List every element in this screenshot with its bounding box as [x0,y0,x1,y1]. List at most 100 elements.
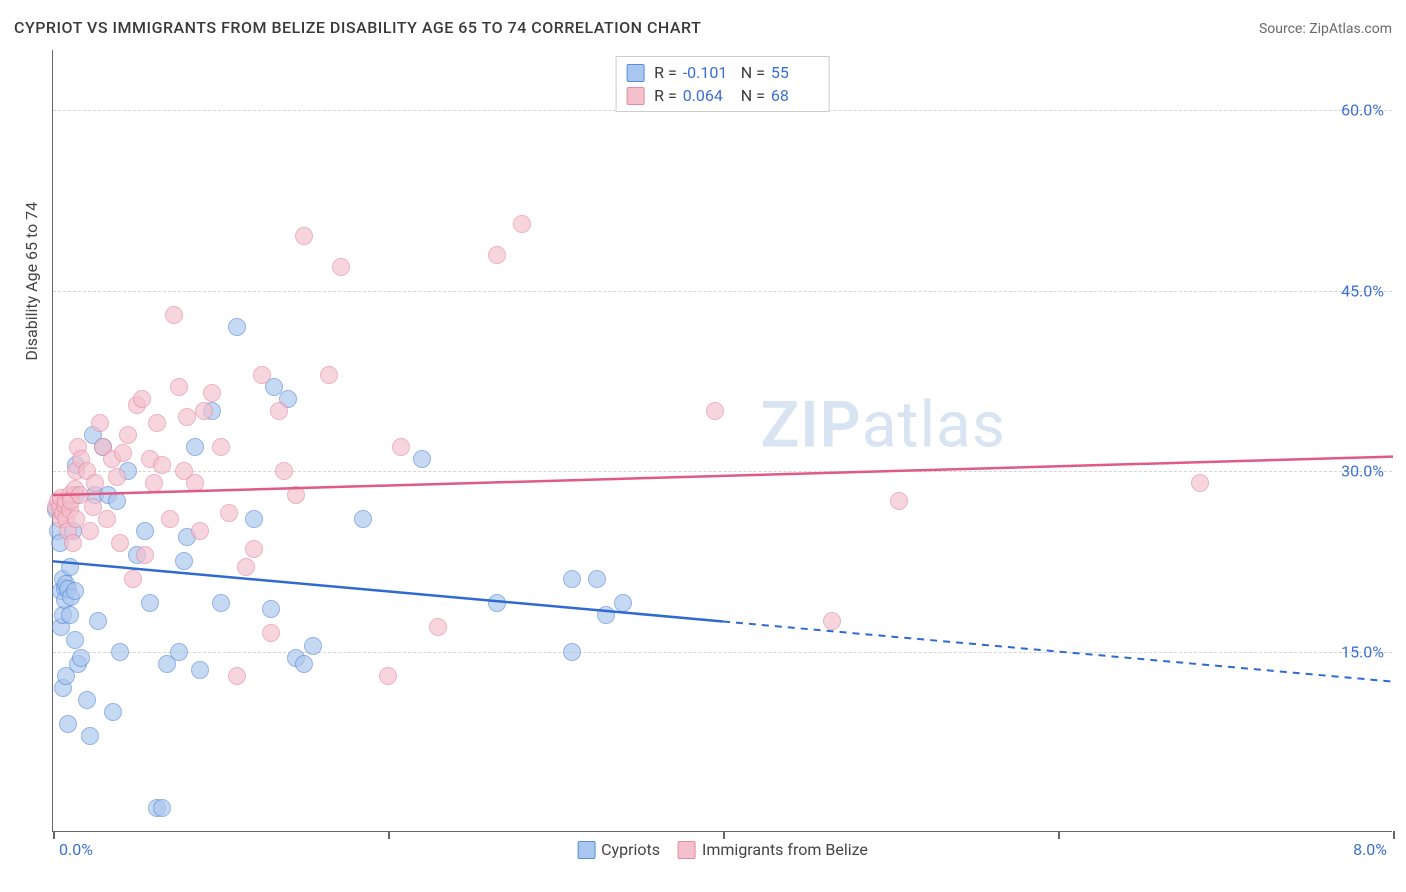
point-cypriots [245,510,263,528]
point-cypriots [614,594,632,612]
point-cypriots [111,643,129,661]
point-belize [237,558,255,576]
point-cypriots [212,594,230,612]
x-tick-mark [1393,831,1395,839]
point-belize [270,402,288,420]
stat-swatch-b [626,87,644,105]
point-belize [245,540,263,558]
point-cypriots [72,649,90,667]
point-belize [133,390,151,408]
point-belize [513,215,531,233]
trend-lines [53,50,1393,832]
x-tick-mark [53,831,55,839]
legend-swatch-a [577,841,595,859]
point-belize [145,474,163,492]
plot-area: ZIPatlas 15.0%30.0%45.0%60.0% 0.0%8.0% R… [52,50,1392,832]
point-belize [228,667,246,685]
point-cypriots [78,691,96,709]
point-belize [392,438,410,456]
point-cypriots [108,492,126,510]
legend-label-b: Immigrants from Belize [702,840,868,859]
chart-header: CYPRIOT VS IMMIGRANTS FROM BELIZE DISABI… [14,18,1392,37]
stat-n-label-0: N = [741,63,765,82]
gridline [53,471,1392,472]
point-belize [161,510,179,528]
point-cypriots [563,643,581,661]
point-cypriots [354,510,372,528]
y-axis-label: Disability Age 65 to 74 [22,202,41,361]
x-tick-mark [388,831,390,839]
point-cypriots [61,558,79,576]
y-tick-label: 15.0% [1341,642,1384,661]
point-belize [178,408,196,426]
point-belize [295,227,313,245]
point-belize [91,414,109,432]
legend-item-a: Cypriots [577,840,660,859]
stat-r-1: 0.064 [683,86,731,105]
watermark-prefix: ZIP [761,387,862,462]
trendline-belize [53,457,1393,495]
point-belize [86,474,104,492]
point-belize [186,474,204,492]
point-cypriots [597,606,615,624]
point-belize [287,486,305,504]
y-tick-label: 60.0% [1341,101,1384,120]
point-cypriots [104,703,122,721]
stat-n-label-1: N = [741,86,765,105]
point-belize [148,414,166,432]
point-belize [379,667,397,685]
point-belize [119,426,137,444]
point-belize [1191,474,1209,492]
legend-swatch-b [678,841,696,859]
point-cypriots [89,612,107,630]
point-cypriots [186,438,204,456]
watermark: ZIPatlas [761,387,1006,462]
point-belize [124,570,142,588]
point-cypriots [153,799,171,817]
point-cypriots [262,600,280,618]
x-tick-label: 0.0% [59,840,93,859]
point-cypriots [59,715,77,733]
point-belize [203,384,221,402]
gridline [53,652,1392,653]
point-belize [275,462,293,480]
point-belize [195,402,213,420]
point-belize [262,624,280,642]
stat-r-label-1: R = [654,86,677,105]
legend-label-a: Cypriots [601,840,660,859]
point-belize [64,534,82,552]
stat-n-0: 55 [771,63,819,82]
stat-row-1: R = 0.064 N = 68 [626,84,819,107]
point-belize [253,366,271,384]
point-belize [488,246,506,264]
stat-box: R = -0.101 N = 55 R = 0.064 N = 68 [615,56,830,112]
x-tick-label: 8.0% [1353,840,1387,859]
point-belize [153,456,171,474]
bottom-legend: Cypriots Immigrants from Belize [577,840,868,859]
point-belize [170,378,188,396]
point-belize [136,546,154,564]
point-belize [706,402,724,420]
point-cypriots [295,655,313,673]
point-belize [114,444,132,462]
point-cypriots [170,643,188,661]
stat-r-label-0: R = [654,63,677,82]
gridline [53,291,1392,292]
point-cypriots [136,522,154,540]
point-cypriots [61,606,79,624]
point-belize [108,468,126,486]
point-cypriots [175,552,193,570]
chart-source: Source: ZipAtlas.com [1259,21,1392,37]
point-belize [165,306,183,324]
point-cypriots [191,661,209,679]
point-cypriots [588,570,606,588]
point-cypriots [488,594,506,612]
point-belize [332,258,350,276]
point-belize [823,612,841,630]
point-belize [320,366,338,384]
point-belize [429,618,447,636]
point-cypriots [413,450,431,468]
stat-n-1: 68 [771,86,819,105]
y-tick-label: 45.0% [1341,281,1384,300]
chart-title: CYPRIOT VS IMMIGRANTS FROM BELIZE DISABI… [14,18,701,37]
